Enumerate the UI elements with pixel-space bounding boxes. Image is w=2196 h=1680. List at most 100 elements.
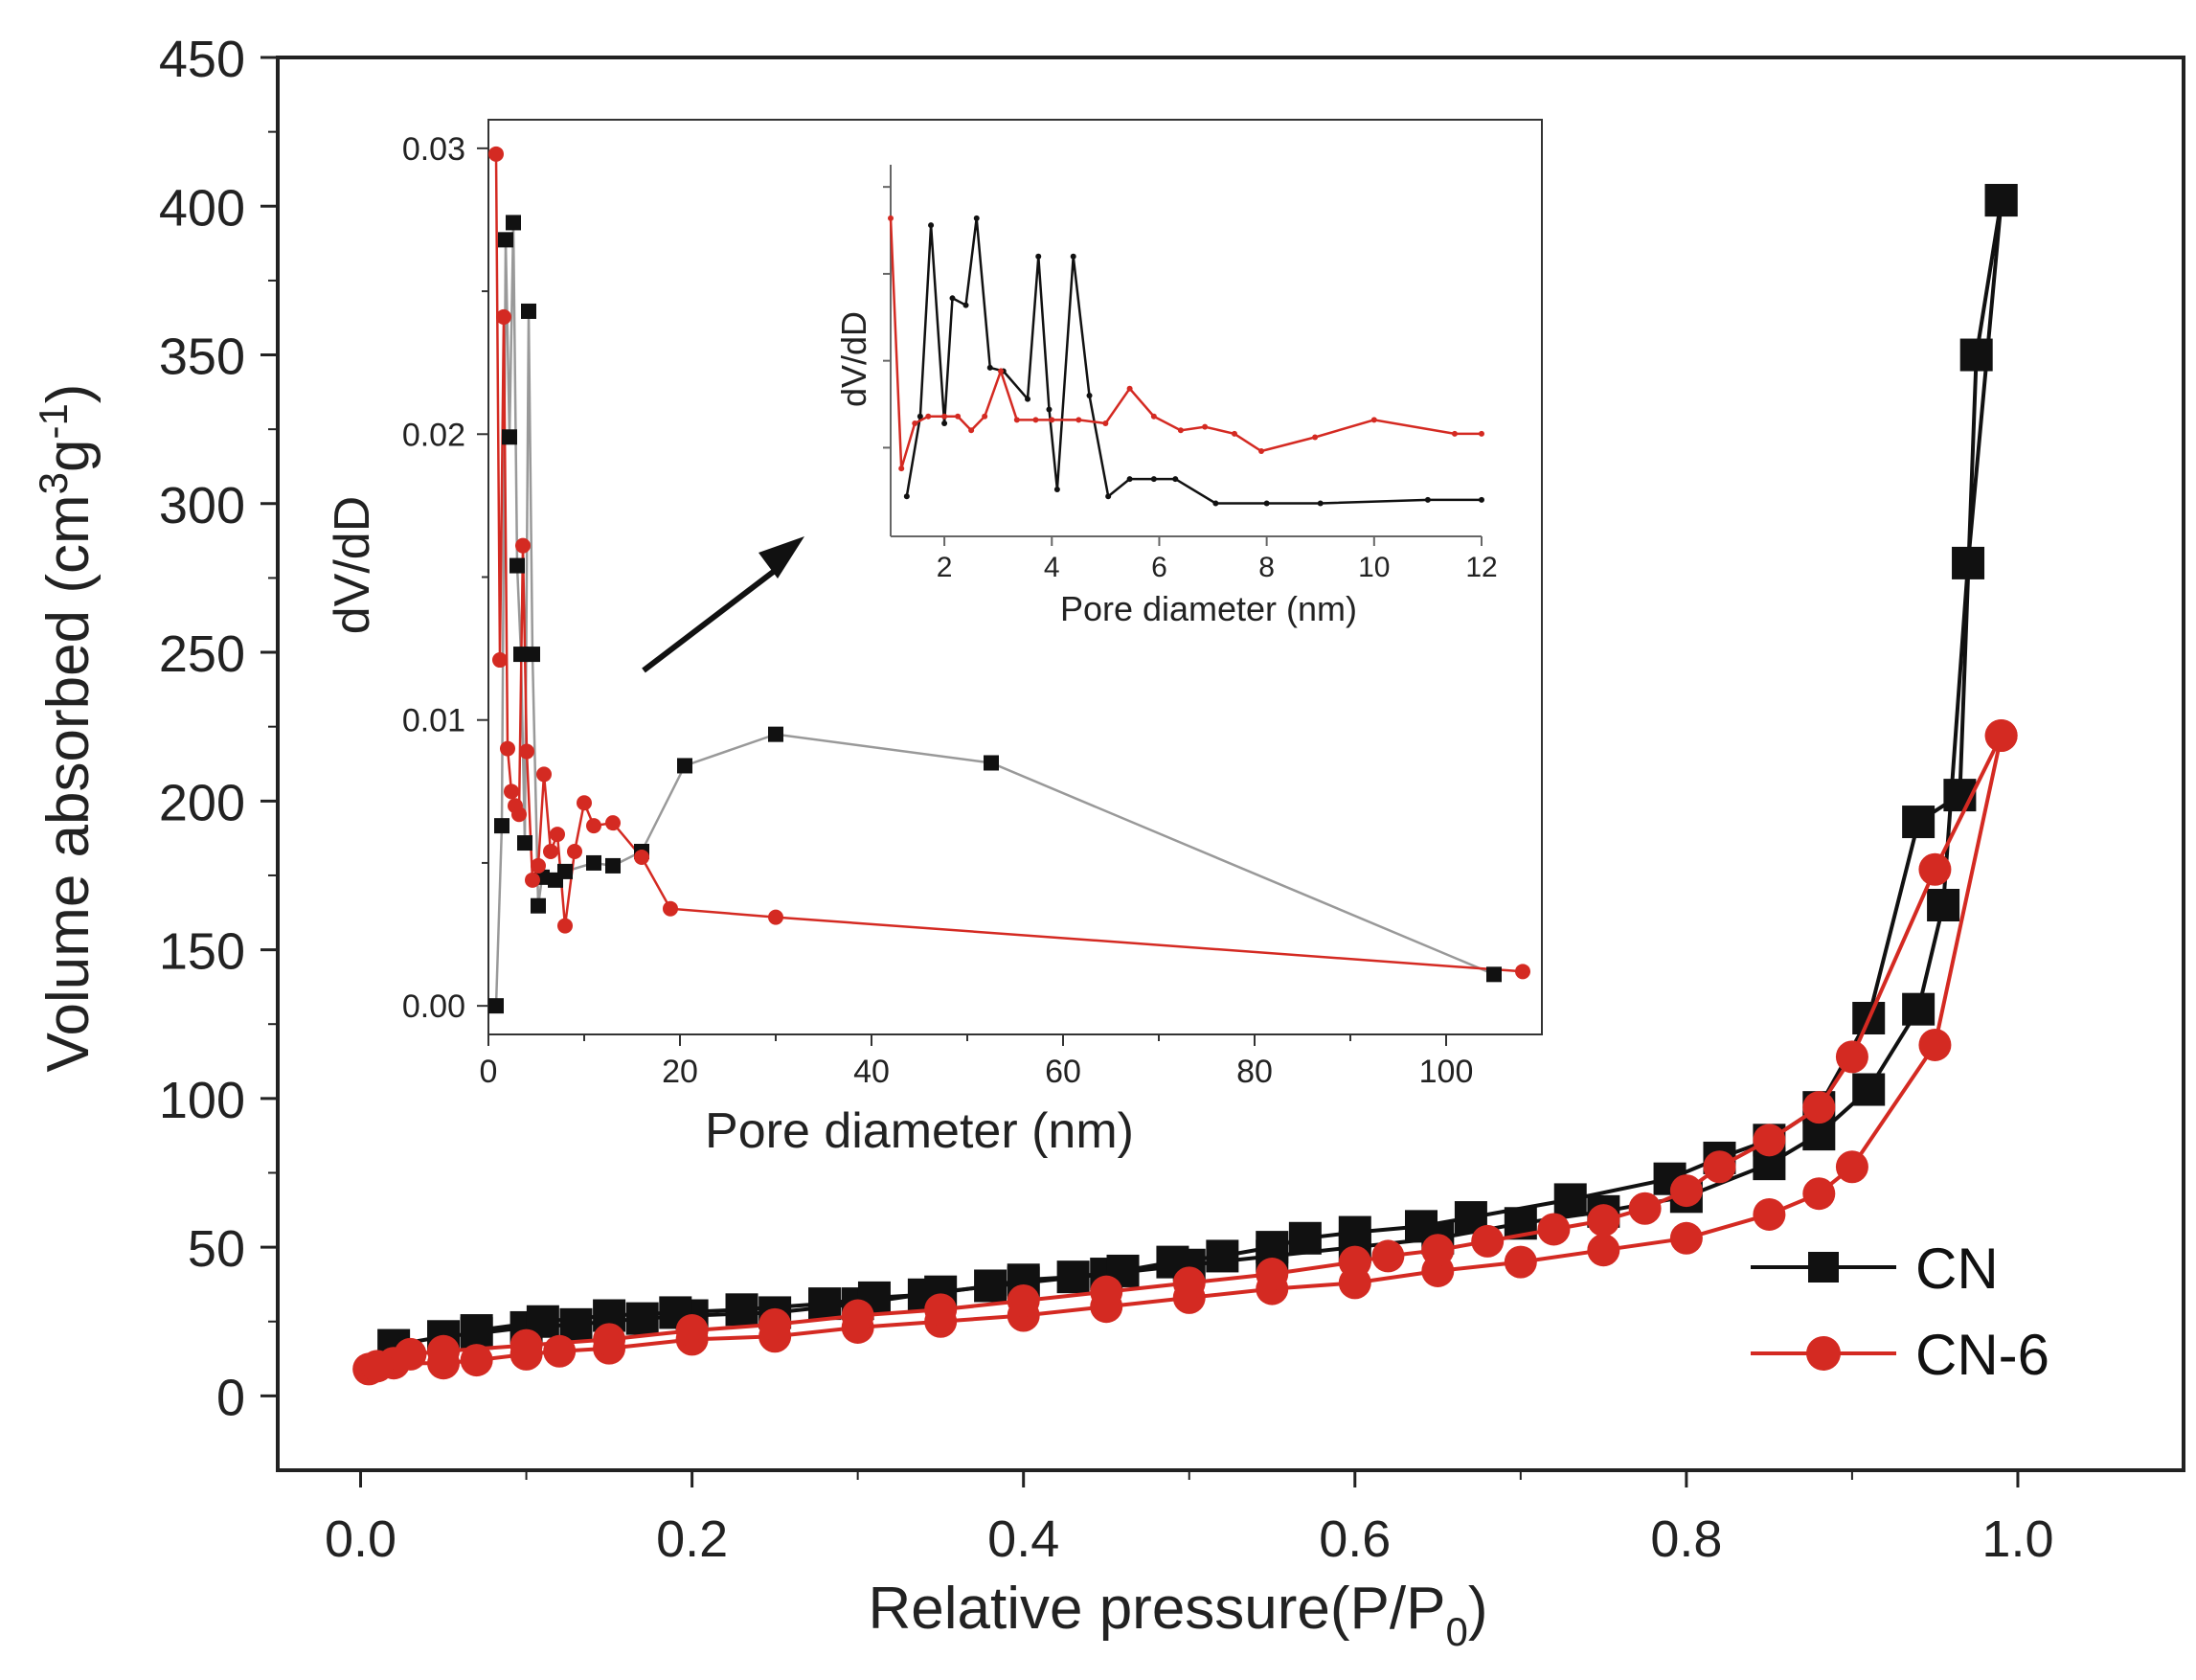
series-cn-point (1852, 1073, 1886, 1106)
main-y-tick-label: 100 (159, 1072, 245, 1129)
inset-x-axis-title: Pore diameter (nm) (705, 1103, 1134, 1159)
main-y-tick-label: 250 (159, 625, 245, 683)
inset-series-cn-6-point (500, 740, 515, 757)
zoom-series-cn-point (903, 493, 910, 500)
inset-series-cn-point (557, 863, 573, 879)
inset-x-tick-label: 20 (662, 1054, 698, 1090)
inset-x-tick-label: 100 (1419, 1054, 1474, 1090)
x-title-main: Relative pressure(P/P (868, 1576, 1445, 1642)
zoom-series-cn-point (1479, 496, 1484, 503)
zoom-series-cn-6-point (1451, 430, 1458, 437)
inset-series-cn-6-point (492, 652, 508, 669)
series-cn-6-point (1703, 1150, 1736, 1184)
main-y-tick-label: 150 (159, 923, 245, 981)
zoom-series-cn-6-point (898, 465, 905, 472)
main-x-tick-label: 0.0 (325, 1510, 396, 1568)
zoom-x-tick-label: 10 (1358, 552, 1390, 583)
inset-series-cn-6-point (536, 766, 552, 783)
zoom-series-cn-6-point (1049, 417, 1055, 423)
inset-series-cn-point (531, 897, 546, 914)
zoom-plot: 2 4 6 8 10 12 Pore diameter (nm) dV/dD (834, 165, 1498, 628)
series-cn-point (1056, 1260, 1090, 1294)
inset-y-tick-label: 0.01 (402, 703, 465, 739)
zoom-series-cn-point (986, 364, 993, 371)
inset-series-cn-6-point (511, 806, 527, 823)
zoom-series-cn-6-point (1231, 430, 1237, 437)
zoom-series-cn-point (1212, 500, 1219, 507)
zoom-series-cn-point (941, 420, 948, 426)
inset-series-cn-point (488, 998, 504, 1014)
inset-y-tick-label: 0.03 (402, 131, 465, 168)
series-cn-6-point (394, 1337, 427, 1371)
series-cn-6-point (1802, 1177, 1836, 1211)
inset-series-cn-6-point (496, 308, 511, 325)
inset-y-axis: 0.00 0.01 0.02 0.03 (402, 131, 488, 1025)
main-x-tick-label: 0.4 (987, 1510, 1059, 1568)
inset-series-cn-6-point (531, 857, 546, 874)
zoom-series-cn-point (1150, 476, 1157, 483)
zoom-series-cn-6-point (1075, 417, 1082, 423)
y-title-g: g (35, 440, 102, 472)
series-cn-6-point (593, 1323, 626, 1356)
zoom-series-cn-line (905, 217, 1482, 505)
series-cn-6-point (841, 1299, 874, 1332)
zoom-series-cn-point (973, 215, 980, 221)
inset-series-cn-6-point (543, 844, 558, 859)
inset-series-cn-6-point (515, 537, 531, 554)
series-cn-6-point (543, 1334, 577, 1368)
series-cn-point (1984, 184, 2018, 217)
series-cn-point (1927, 889, 1960, 921)
zoom-x-axis-title: Pore diameter (nm) (1060, 589, 1357, 628)
inset-series-cn-point (677, 758, 692, 774)
inset-series-cn-6-point (488, 146, 504, 162)
series-cn-6-point (1090, 1275, 1123, 1308)
legend-cn-marker (1808, 1252, 1839, 1283)
series-cn-6-point (1471, 1224, 1505, 1258)
main-y-axis: 0 50 100 150 200 250 300 350 400 450 (159, 31, 278, 1426)
main-y-tick-label: 350 (159, 329, 245, 386)
inset-series-cn-point (494, 818, 509, 834)
main-x-tick-label: 0.8 (1650, 1510, 1722, 1568)
inset-series-cn-6-point (768, 909, 783, 925)
series-cn-6-point (1587, 1234, 1620, 1267)
y-title-main: Volume absorbed (cm (35, 494, 102, 1072)
zoom-series-cn-point (1172, 476, 1179, 483)
inset-series-cn-6-point (550, 827, 565, 843)
zoom-series-cn-6-point (925, 413, 932, 420)
series-cn-point (808, 1287, 842, 1321)
series-cn-6-point (360, 1350, 394, 1383)
zoom-series-cn-6-point (1177, 427, 1184, 434)
arrow-shaft (642, 567, 778, 673)
zoom-series-cn-6-point (1258, 448, 1265, 455)
inset-y-tick-label: 0.00 (402, 988, 465, 1025)
series-cn-point (1553, 1183, 1587, 1216)
inset-series-cn-6-point (567, 844, 582, 859)
zoom-series-cn-point (1086, 392, 1093, 398)
legend-cn-label: CN (1915, 1237, 1999, 1301)
inset-series-cn-6-point (663, 900, 678, 917)
inset-x-axis: 0 20 40 60 80 100 (480, 1034, 1474, 1090)
inset-series-cn-point (517, 835, 532, 851)
inset-series-cn-point (525, 647, 540, 663)
series-cn-6-point (1753, 1124, 1786, 1157)
zoom-series-cn-6-point (997, 368, 1004, 375)
inset-x-tick-label: 0 (480, 1054, 498, 1090)
zoom-series-cn-6-point (968, 427, 975, 434)
series-cn-point (725, 1293, 758, 1327)
zoom-y-axis-title: dV/dD (834, 311, 873, 407)
series-cn-6-point (1835, 1150, 1868, 1184)
inset-series-cn-point (586, 854, 601, 871)
series-cn-6-point (509, 1328, 543, 1362)
zoom-axes: 2 4 6 8 10 12 (883, 186, 1498, 583)
x-title-close: ) (1468, 1576, 1488, 1642)
series-cn-6-point (427, 1334, 461, 1368)
zoom-series-cn-6-point (1102, 420, 1109, 426)
pointer-arrow (642, 536, 804, 673)
legend-cn6-marker (1806, 1336, 1841, 1371)
series-cn-6-point (1669, 1221, 1703, 1255)
main-x-tick-label: 1.0 (1981, 1510, 2053, 1568)
main-x-tick-label: 0.6 (1319, 1510, 1391, 1568)
main-y-tick-label: 400 (159, 179, 245, 237)
zoom-series-cn-6-point (1126, 385, 1133, 392)
series-cn-6-point (1371, 1239, 1405, 1273)
